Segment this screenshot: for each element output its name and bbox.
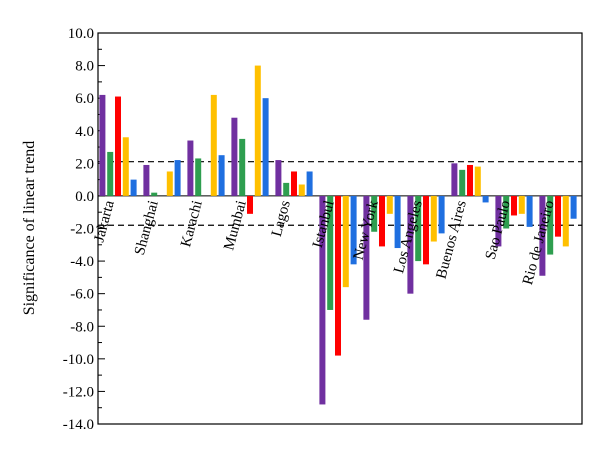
bar [371,195,378,232]
bar [143,164,150,196]
bar [451,163,458,196]
bar [187,140,194,196]
y-tick-label: 10.0 [68,26,94,42]
bar [562,195,569,247]
bar [218,155,225,196]
category-label: Istanbul [310,199,338,250]
bar [555,195,561,237]
y-tick-label: 0.0 [75,189,94,205]
bar [298,184,305,196]
bar [511,195,517,216]
y-tick-label: -10.0 [63,352,94,368]
bar [210,94,217,196]
bar [275,160,282,196]
bar [342,195,349,288]
y-tick-label: 4.0 [75,124,94,140]
y-tick-label: -2.0 [70,222,94,238]
plot-frame [97,32,583,425]
bar [130,179,137,196]
bar [107,151,114,196]
bar [363,195,370,320]
bar [239,138,246,196]
bar [570,195,577,219]
bar [327,195,334,310]
y-tick-label: -8.0 [70,319,94,335]
bar [231,117,238,196]
category-label: Jakarta [91,198,118,243]
category-label: Karachi [178,199,206,249]
bar [350,195,357,265]
bar [166,171,173,196]
bar [430,195,437,242]
bar [283,182,290,196]
y-tick-label: 6.0 [75,91,94,107]
y-tick-label: -6.0 [70,287,94,303]
bar [539,195,546,276]
bar [306,171,313,196]
bar [547,195,554,255]
category-label: Shanghai [132,199,162,257]
bar [122,137,129,196]
bar [467,164,473,196]
bar [386,195,393,214]
bar [99,94,106,196]
bar [407,195,414,294]
y-axis-ticks: 10.0 8.0 6.0 4.0 2.0 0.0 -2.0 -4.0 -6.0 -8.0 -10.0… [63,26,105,433]
category-label: Sao Paulo [483,199,514,262]
category-label: Lagos [269,199,294,239]
bar [335,195,341,356]
bar [474,166,481,196]
bar [459,169,466,196]
category-label: Mumbai [221,199,250,252]
bar [482,195,489,203]
y-tick-label: 8.0 [75,59,94,75]
bar [174,160,181,196]
bar [379,195,385,247]
bar [254,65,261,196]
bar [195,158,202,196]
y-tick-label: -14.0 [63,417,94,433]
bar [518,195,525,214]
bar [423,195,429,265]
bar [262,98,269,196]
bar [495,195,502,247]
y-tick-label: 2.0 [75,156,94,172]
bar [319,195,326,405]
bar [526,195,533,227]
bars [99,65,577,405]
bar [394,195,401,249]
y-axis-label: Significance of linear trend [21,141,38,316]
bar [115,96,121,196]
bar [247,195,253,214]
bar [503,195,510,229]
y-tick-label: -12.0 [63,384,94,400]
bar [151,192,158,196]
bar [415,195,422,262]
bar [438,195,445,234]
bar [291,171,297,196]
y-tick-label: -4.0 [70,254,94,270]
